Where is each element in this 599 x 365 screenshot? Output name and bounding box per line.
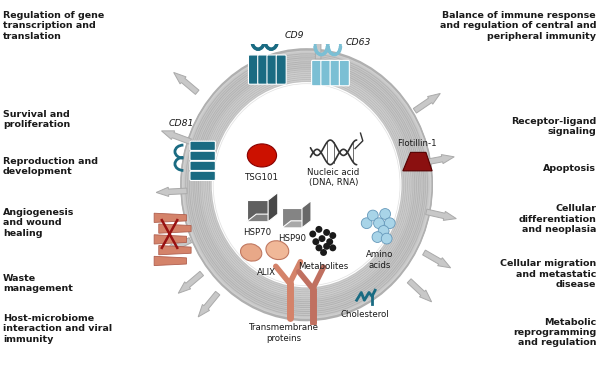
Polygon shape — [156, 187, 187, 196]
Ellipse shape — [199, 69, 414, 300]
Polygon shape — [423, 250, 450, 268]
Circle shape — [380, 208, 391, 219]
Polygon shape — [162, 238, 192, 253]
Polygon shape — [159, 246, 191, 255]
Polygon shape — [302, 201, 311, 228]
Ellipse shape — [241, 244, 262, 261]
Text: HSP90: HSP90 — [278, 234, 306, 243]
FancyBboxPatch shape — [339, 60, 349, 86]
Circle shape — [374, 218, 385, 228]
Text: CD9: CD9 — [285, 31, 304, 40]
Circle shape — [320, 249, 327, 256]
Ellipse shape — [181, 50, 432, 319]
Polygon shape — [423, 154, 454, 165]
Circle shape — [378, 226, 389, 236]
Polygon shape — [154, 235, 186, 244]
Text: Flotillin-1: Flotillin-1 — [398, 139, 437, 148]
Polygon shape — [413, 93, 440, 113]
Polygon shape — [282, 208, 302, 228]
Circle shape — [329, 232, 336, 239]
Text: ALIX: ALIX — [257, 268, 276, 277]
Text: Cholesterol: Cholesterol — [340, 310, 389, 319]
Ellipse shape — [202, 72, 412, 298]
Ellipse shape — [183, 52, 429, 318]
FancyBboxPatch shape — [190, 171, 216, 180]
Ellipse shape — [213, 84, 400, 286]
FancyBboxPatch shape — [276, 55, 286, 84]
Text: Nucleic acid
(DNA, RNA): Nucleic acid (DNA, RNA) — [307, 168, 359, 187]
Ellipse shape — [197, 66, 416, 303]
FancyBboxPatch shape — [321, 60, 331, 86]
Text: Apoptosis: Apoptosis — [543, 164, 596, 173]
Circle shape — [312, 238, 319, 245]
Ellipse shape — [247, 144, 277, 167]
Ellipse shape — [193, 62, 420, 308]
Text: Amino
acids: Amino acids — [366, 250, 394, 270]
Text: Metabolites: Metabolites — [298, 262, 349, 271]
Text: Transmembrane
proteins: Transmembrane proteins — [249, 323, 319, 343]
Circle shape — [361, 218, 372, 228]
Text: HSP70: HSP70 — [243, 228, 271, 237]
Ellipse shape — [190, 59, 423, 310]
Polygon shape — [313, 30, 323, 59]
Polygon shape — [159, 224, 191, 233]
Text: TSG101: TSG101 — [245, 173, 279, 182]
FancyBboxPatch shape — [249, 55, 259, 84]
FancyBboxPatch shape — [267, 55, 277, 84]
FancyBboxPatch shape — [258, 55, 268, 84]
Polygon shape — [174, 72, 199, 95]
Circle shape — [372, 232, 383, 242]
Ellipse shape — [195, 64, 418, 306]
Circle shape — [385, 218, 395, 228]
Text: Cellular migration
and metastatic
disease: Cellular migration and metastatic diseas… — [500, 259, 596, 289]
Text: Regulation of gene
transcription and
translation: Regulation of gene transcription and tra… — [3, 11, 104, 41]
Circle shape — [329, 245, 336, 251]
Circle shape — [316, 226, 322, 233]
Polygon shape — [268, 193, 278, 222]
Text: Waste
management: Waste management — [3, 274, 73, 293]
Polygon shape — [282, 221, 311, 228]
Text: Survival and
proliferation: Survival and proliferation — [3, 110, 70, 129]
Text: Angiogenesis
and wound
healing: Angiogenesis and wound healing — [3, 208, 74, 238]
Circle shape — [323, 243, 330, 250]
Polygon shape — [179, 271, 204, 293]
FancyBboxPatch shape — [330, 60, 340, 86]
Text: Host-microbiome
interaction and viral
immunity: Host-microbiome interaction and viral im… — [3, 314, 112, 344]
Circle shape — [382, 233, 392, 244]
Circle shape — [323, 229, 330, 236]
FancyBboxPatch shape — [190, 151, 216, 161]
Text: Cellular
differentiation
and neoplasia: Cellular differentiation and neoplasia — [518, 204, 596, 234]
Text: Balance of immune response
and regulation of central and
peripheral immunity: Balance of immune response and regulatio… — [440, 11, 596, 41]
Polygon shape — [407, 279, 432, 302]
FancyBboxPatch shape — [190, 161, 216, 170]
Text: CD81: CD81 — [168, 119, 194, 128]
Polygon shape — [247, 214, 278, 222]
FancyBboxPatch shape — [311, 60, 322, 86]
Circle shape — [319, 235, 325, 242]
Polygon shape — [154, 256, 186, 266]
Circle shape — [367, 210, 378, 221]
Polygon shape — [198, 291, 220, 317]
Circle shape — [316, 245, 322, 251]
Polygon shape — [154, 213, 186, 222]
Circle shape — [326, 238, 333, 245]
Polygon shape — [403, 152, 432, 171]
Text: Metabolic
reprogramming
and regulation: Metabolic reprogramming and regulation — [513, 318, 596, 347]
Text: CD63: CD63 — [346, 38, 371, 47]
Polygon shape — [426, 209, 456, 220]
Circle shape — [309, 231, 316, 238]
Polygon shape — [247, 200, 268, 222]
Ellipse shape — [266, 241, 289, 260]
Text: Reproduction and
development: Reproduction and development — [3, 157, 98, 176]
Ellipse shape — [186, 54, 428, 315]
FancyBboxPatch shape — [190, 141, 216, 150]
Ellipse shape — [188, 57, 425, 313]
Polygon shape — [162, 131, 191, 144]
Text: Receptor-ligand
signaling: Receptor-ligand signaling — [511, 117, 596, 136]
